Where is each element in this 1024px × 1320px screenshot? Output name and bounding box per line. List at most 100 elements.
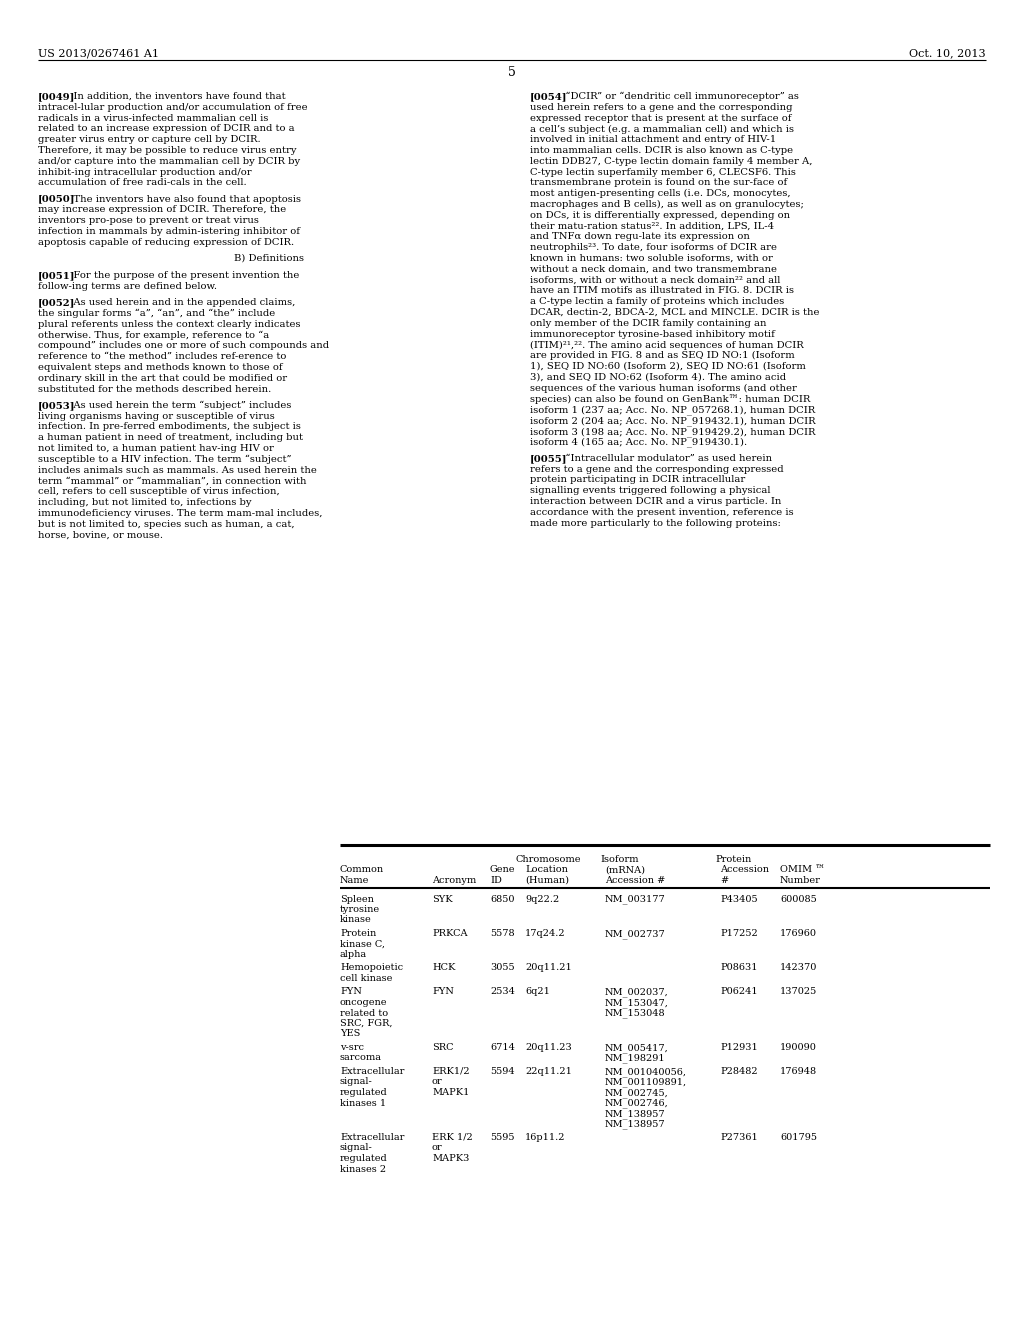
Text: YES: YES [340, 1030, 360, 1039]
Text: Extracellular: Extracellular [340, 1133, 404, 1142]
Text: 600085: 600085 [780, 895, 817, 903]
Text: alpha: alpha [340, 950, 368, 960]
Text: 20q11.21: 20q11.21 [525, 964, 571, 973]
Text: infection. In pre-ferred embodiments, the subject is: infection. In pre-ferred embodiments, th… [38, 422, 301, 432]
Text: As used herein the term “subject” includes: As used herein the term “subject” includ… [63, 401, 291, 411]
Text: oncogene: oncogene [340, 998, 387, 1007]
Text: 5595: 5595 [490, 1133, 514, 1142]
Text: used herein refers to a gene and the corresponding: used herein refers to a gene and the cor… [530, 103, 793, 112]
Text: (ITIM)²¹,²². The amino acid sequences of human DCIR: (ITIM)²¹,²². The amino acid sequences of… [530, 341, 804, 350]
Text: living organisms having or susceptible of virus: living organisms having or susceptible o… [38, 412, 274, 421]
Text: sequences of the various human isoforms (and other: sequences of the various human isoforms … [530, 384, 797, 393]
Text: isoform 2 (204 aa; Acc. No. NP_919432.1), human DCIR: isoform 2 (204 aa; Acc. No. NP_919432.1)… [530, 416, 816, 426]
Text: 5: 5 [508, 66, 516, 79]
Text: Acronym: Acronym [432, 876, 476, 884]
Text: PRKCA: PRKCA [432, 929, 468, 939]
Text: NM_198291: NM_198291 [605, 1053, 666, 1063]
Text: 142370: 142370 [780, 964, 817, 973]
Text: the singular forms “a”, “an”, and “the” include: the singular forms “a”, “an”, and “the” … [38, 309, 275, 318]
Text: 2534: 2534 [490, 987, 515, 997]
Text: 5578: 5578 [490, 929, 515, 939]
Text: 190090: 190090 [780, 1043, 817, 1052]
Text: signal-: signal- [340, 1143, 373, 1152]
Text: isoforms, with or without a neck domain²² and all: isoforms, with or without a neck domain²… [530, 276, 780, 285]
Text: NM_001040056,: NM_001040056, [605, 1067, 687, 1077]
Text: B) Definitions: B) Definitions [234, 253, 304, 263]
Text: inventors pro-pose to prevent or treat virus: inventors pro-pose to prevent or treat v… [38, 216, 259, 226]
Text: Spleen: Spleen [340, 895, 374, 903]
Text: plural referents unless the context clearly indicates: plural referents unless the context clea… [38, 319, 300, 329]
Text: 16p11.2: 16p11.2 [525, 1133, 565, 1142]
Text: transmembrane protein is found on the sur-face of: transmembrane protein is found on the su… [530, 178, 787, 187]
Text: kinases 2: kinases 2 [340, 1164, 386, 1173]
Text: 9q22.2: 9q22.2 [525, 895, 559, 903]
Text: [0055]: [0055] [530, 454, 567, 463]
Text: P28482: P28482 [720, 1067, 758, 1076]
Text: 3055: 3055 [490, 964, 515, 973]
Text: neutrophils²³. To date, four isoforms of DCIR are: neutrophils²³. To date, four isoforms of… [530, 243, 777, 252]
Text: ERK 1/2: ERK 1/2 [432, 1133, 473, 1142]
Text: MAPK3: MAPK3 [432, 1154, 469, 1163]
Text: inhibit-ing intracellular production and/or: inhibit-ing intracellular production and… [38, 168, 252, 177]
Text: SYK: SYK [432, 895, 453, 903]
Text: cell, refers to cell susceptible of virus infection,: cell, refers to cell susceptible of viru… [38, 487, 280, 496]
Text: NM_153047,: NM_153047, [605, 998, 669, 1007]
Text: For the purpose of the present invention the: For the purpose of the present invention… [63, 272, 299, 280]
Text: 601795: 601795 [780, 1133, 817, 1142]
Text: related to an increase expression of DCIR and to a: related to an increase expression of DCI… [38, 124, 295, 133]
Text: only member of the DCIR family containing an: only member of the DCIR family containin… [530, 319, 767, 327]
Text: accumulation of free radi-cals in the cell.: accumulation of free radi-cals in the ce… [38, 178, 247, 187]
Text: (mRNA): (mRNA) [605, 866, 645, 874]
Text: [0051]: [0051] [38, 272, 76, 280]
Text: on DCs, it is differentially expressed, depending on: on DCs, it is differentially expressed, … [530, 211, 791, 220]
Text: tyrosine: tyrosine [340, 906, 380, 913]
Text: intracel-lular production and/or accumulation of free: intracel-lular production and/or accumul… [38, 103, 307, 112]
Text: Chromosome: Chromosome [515, 855, 581, 865]
Text: or: or [432, 1077, 442, 1086]
Text: and TNFα down regu-late its expression on: and TNFα down regu-late its expression o… [530, 232, 750, 242]
Text: C-type lectin superfamily member 6, CLECSF6. This: C-type lectin superfamily member 6, CLEC… [530, 168, 796, 177]
Text: Location: Location [525, 866, 568, 874]
Text: 176948: 176948 [780, 1067, 817, 1076]
Text: 1), SEQ ID NO:60 (Isoform 2), SEQ ID NO:61 (Isoform: 1), SEQ ID NO:60 (Isoform 2), SEQ ID NO:… [530, 362, 806, 371]
Text: v-src: v-src [340, 1043, 364, 1052]
Text: [0052]: [0052] [38, 298, 76, 308]
Text: cell kinase: cell kinase [340, 974, 392, 983]
Text: equivalent steps and methods known to those of: equivalent steps and methods known to th… [38, 363, 283, 372]
Text: immunodeficiency viruses. The term mam-mal includes,: immunodeficiency viruses. The term mam-m… [38, 510, 323, 517]
Text: P17252: P17252 [720, 929, 758, 939]
Text: includes animals such as mammals. As used herein the: includes animals such as mammals. As use… [38, 466, 316, 475]
Text: NM_003177: NM_003177 [605, 895, 666, 904]
Text: substituted for the methods described herein.: substituted for the methods described he… [38, 384, 271, 393]
Text: accordance with the present invention, reference is: accordance with the present invention, r… [530, 508, 794, 517]
Text: NM_002737: NM_002737 [605, 929, 666, 939]
Text: NM_005417,: NM_005417, [605, 1043, 669, 1052]
Text: [0050]: [0050] [38, 194, 76, 203]
Text: “Intracellular modulator” as used herein: “Intracellular modulator” as used herein [556, 454, 772, 463]
Text: reference to “the method” includes ref-erence to: reference to “the method” includes ref-e… [38, 352, 287, 362]
Text: NM_138957: NM_138957 [605, 1109, 666, 1118]
Text: DCAR, dectin-2, BDCA-2, MCL and MINCLE. DCIR is the: DCAR, dectin-2, BDCA-2, MCL and MINCLE. … [530, 308, 819, 317]
Text: P43405: P43405 [720, 895, 758, 903]
Text: Isoform: Isoform [600, 855, 639, 865]
Text: radicals in a virus-infected mammalian cell is: radicals in a virus-infected mammalian c… [38, 114, 268, 123]
Text: Protein: Protein [340, 929, 376, 939]
Text: Extracellular: Extracellular [340, 1067, 404, 1076]
Text: refers to a gene and the corresponding expressed: refers to a gene and the corresponding e… [530, 465, 783, 474]
Text: a human patient in need of treatment, including but: a human patient in need of treatment, in… [38, 433, 303, 442]
Text: “DCIR” or “dendritic cell immunoreceptor” as: “DCIR” or “dendritic cell immunoreceptor… [556, 92, 799, 102]
Text: [0054]: [0054] [530, 92, 567, 102]
Text: follow-ing terms are defined below.: follow-ing terms are defined below. [38, 282, 217, 292]
Text: P27361: P27361 [720, 1133, 758, 1142]
Text: infection in mammals by admin-istering inhibitor of: infection in mammals by admin-istering i… [38, 227, 300, 236]
Text: compound” includes one or more of such compounds and: compound” includes one or more of such c… [38, 342, 329, 351]
Text: a cell’s subject (e.g. a mammalian cell) and which is: a cell’s subject (e.g. a mammalian cell)… [530, 124, 794, 133]
Text: Hemopoietic: Hemopoietic [340, 964, 403, 973]
Text: regulated: regulated [340, 1088, 388, 1097]
Text: P08631: P08631 [720, 964, 758, 973]
Text: 20q11.23: 20q11.23 [525, 1043, 571, 1052]
Text: #: # [720, 876, 728, 884]
Text: kinases 1: kinases 1 [340, 1098, 386, 1107]
Text: signal-: signal- [340, 1077, 373, 1086]
Text: The inventors have also found that apoptosis: The inventors have also found that apopt… [63, 194, 301, 203]
